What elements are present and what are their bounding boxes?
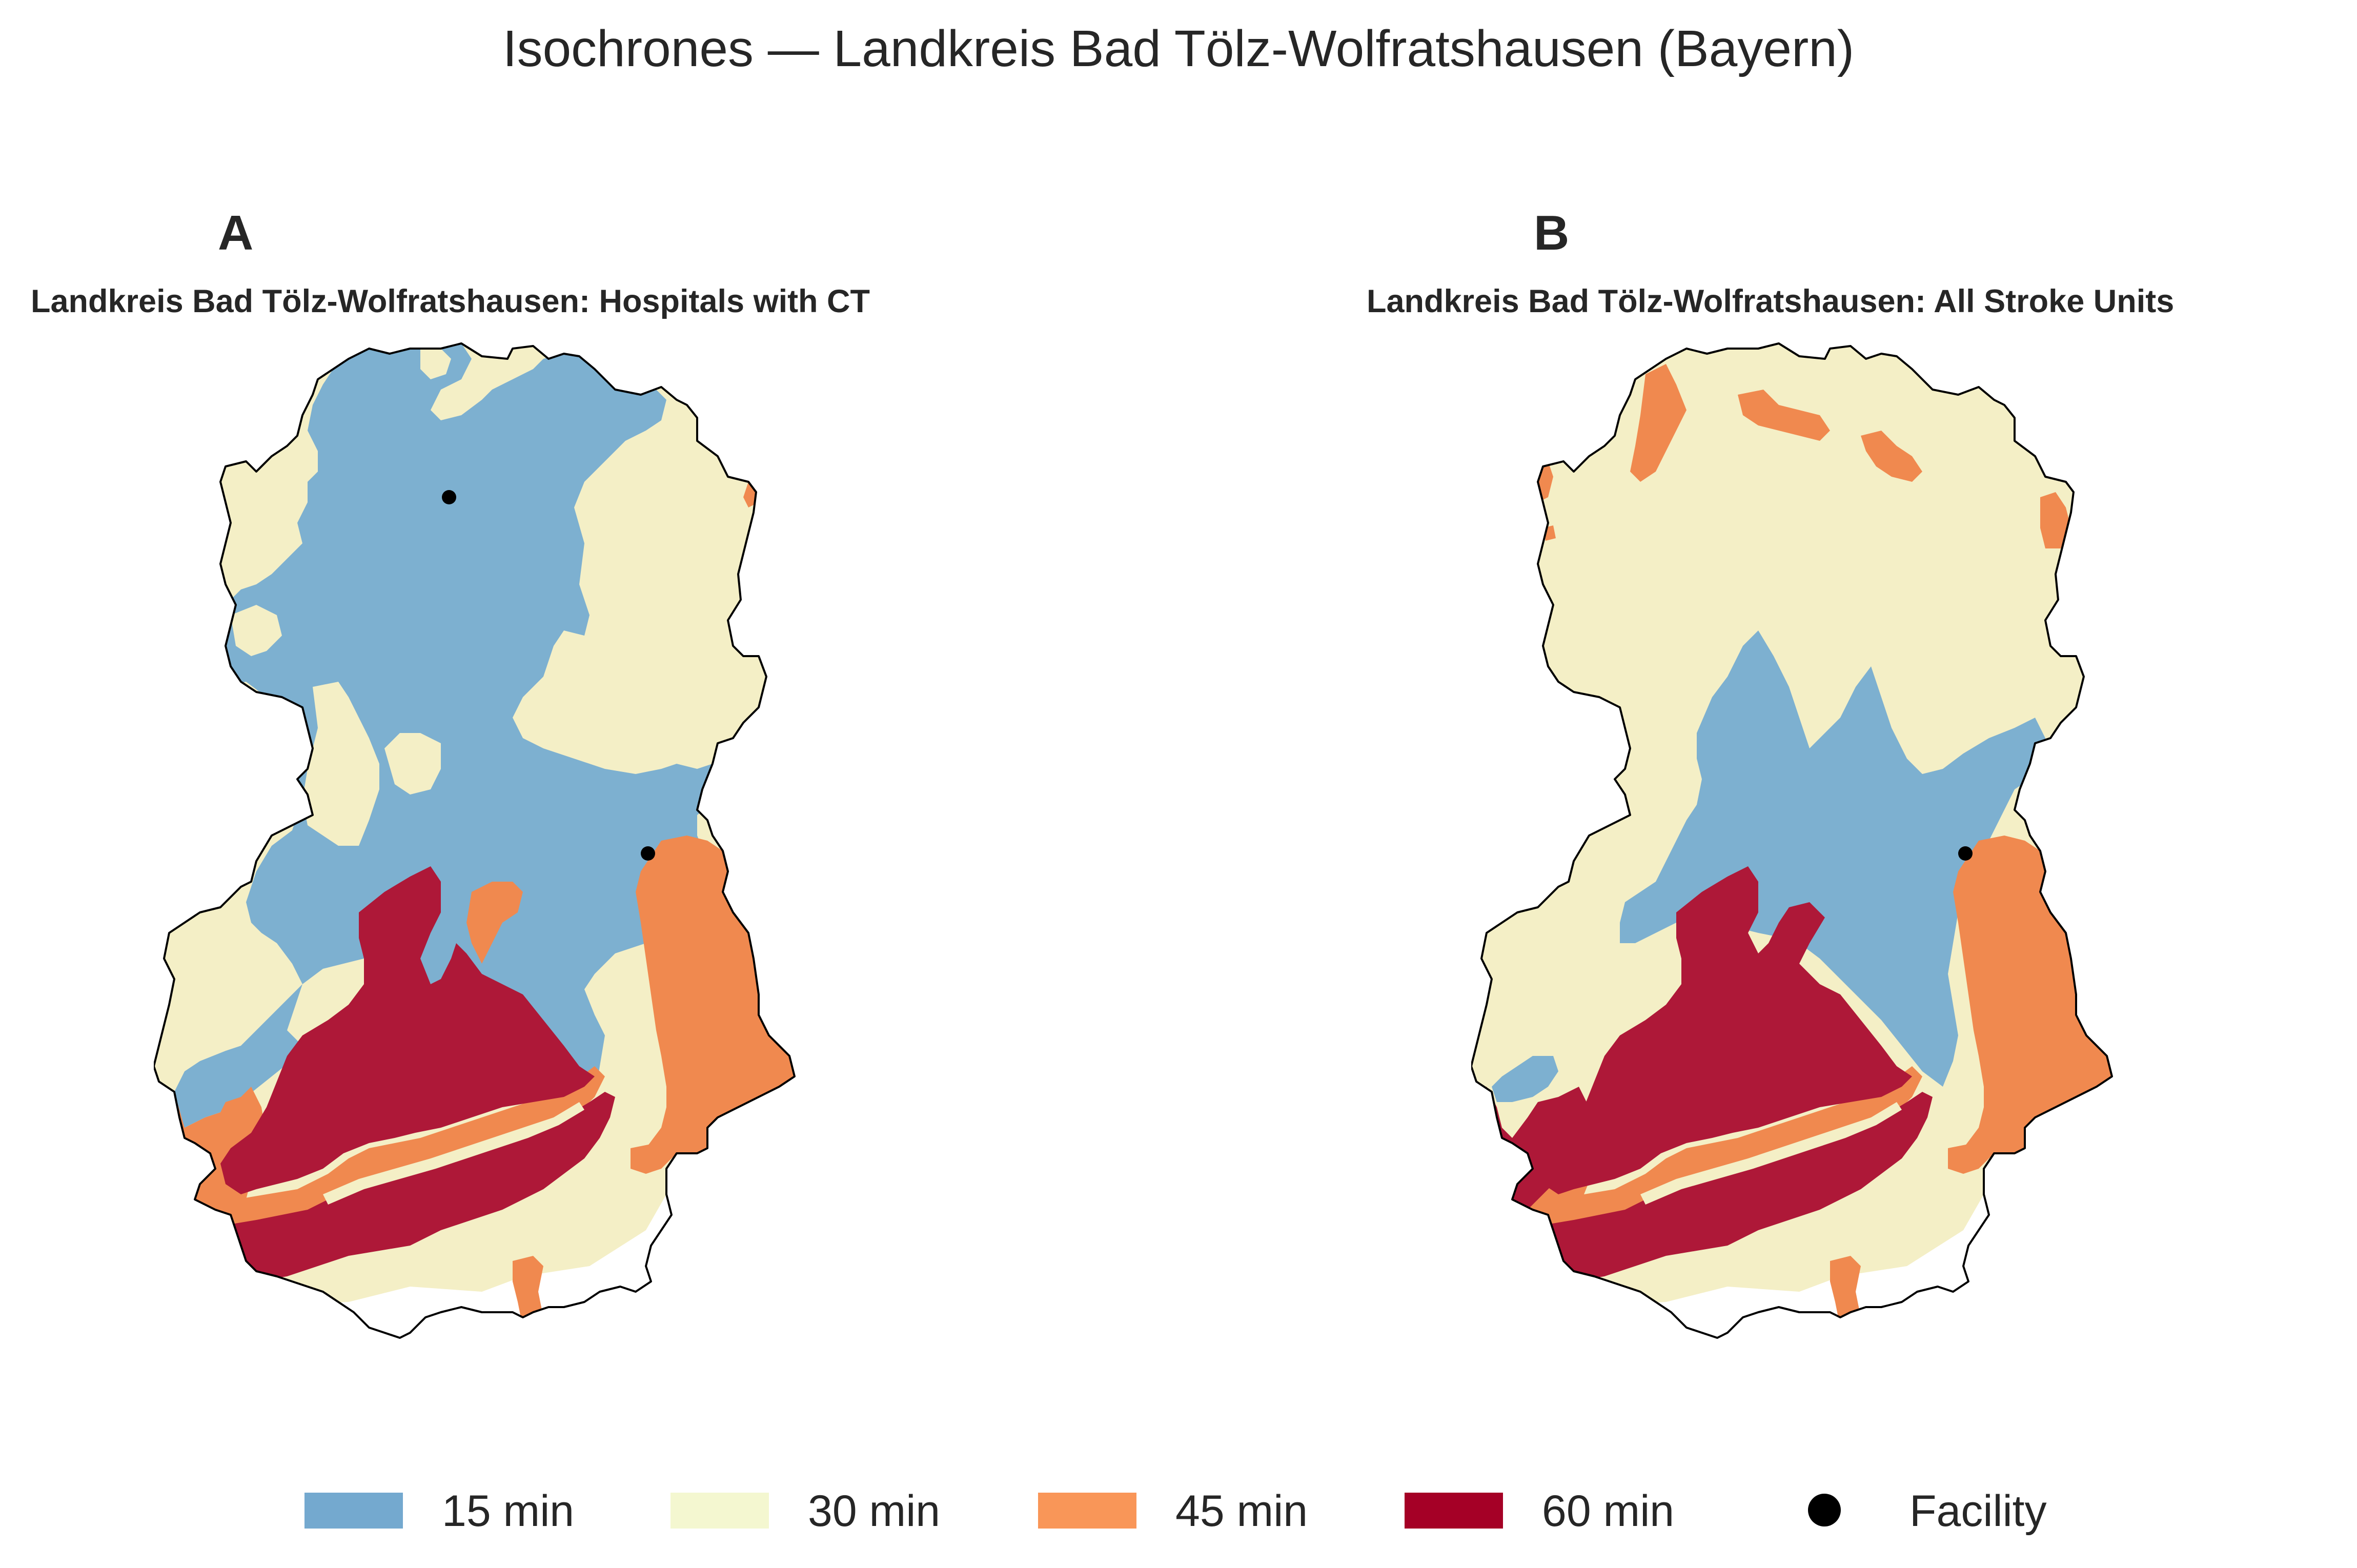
isochrone-30-lake-a <box>323 1102 584 1205</box>
legend-label-facility: Facility <box>1909 1486 2047 1536</box>
isochrone-45-north-3-b <box>1861 431 1922 482</box>
isochrone-30-hole-1-a <box>231 605 282 656</box>
legend-swatch-30-min <box>670 1493 769 1529</box>
panel-a-letter: A <box>218 206 254 260</box>
isochrone-45-north-2-b <box>1738 390 1830 441</box>
isochrone-60-central-b <box>1538 866 1912 1194</box>
isochrone-45-east-b <box>1953 836 2112 1169</box>
facility-marker-b-1 <box>1958 846 1973 861</box>
panel-b-title: Landkreis Bad Tölz-Wolfratshausen: All S… <box>1367 283 2175 319</box>
isochrone-45-east-a <box>636 836 795 1169</box>
figure-title: Isochrones — Landkreis Bad Tölz-Wolfrats… <box>502 20 1855 77</box>
facility-marker-a-1 <box>442 490 456 504</box>
district-outline-b <box>1471 342 2113 1339</box>
isochrone-15-west-b <box>1492 1056 1558 1102</box>
isochrone-15-north-a <box>174 343 723 1128</box>
isochrone-30-hole-4-a <box>384 733 441 795</box>
isochrone-45-southeast-tip-b <box>1948 1143 1984 1174</box>
isochrone-45-center-a <box>466 882 523 964</box>
district-outline-a <box>154 342 796 1339</box>
legend-swatch-60-min <box>1405 1493 1503 1529</box>
isochrone-30-hole-3-a <box>302 682 379 846</box>
facility-marker-a-2 <box>641 846 655 861</box>
legend-label-30-min: 30 min <box>808 1486 941 1536</box>
isochrone-45-north-4-b <box>2040 492 2071 548</box>
isochrone-30-west-a <box>154 918 241 1097</box>
legend-swatch-15-min <box>304 1493 403 1529</box>
map-panel-b <box>1471 342 2113 1339</box>
isochrone-60-central-a <box>220 866 595 1194</box>
isochrone-45-southeast-tip-a <box>631 1143 666 1174</box>
isochrone-45-north-1-b <box>1630 364 1687 482</box>
map-panel-a <box>154 342 796 1339</box>
panel-a-title: Landkreis Bad Tölz-Wolfratshausen: Hospi… <box>31 283 870 319</box>
legend-facility-dot-icon <box>1808 1494 1841 1526</box>
legend: 15 min 30 min 45 min 60 min Facility <box>0 1476 2357 1543</box>
legend-label-60-min: 60 min <box>1542 1486 1675 1536</box>
isochrone-30-lake-b <box>1640 1102 1902 1205</box>
legend-label-15-min: 15 min <box>442 1486 575 1536</box>
legend-swatch-45-min <box>1038 1493 1136 1529</box>
isochrone-15-central-b <box>1620 630 2045 1087</box>
isochrone-30-hole-6-a <box>420 349 451 379</box>
legend-label-45-min: 45 min <box>1175 1486 1308 1536</box>
panel-b-letter: B <box>1534 206 1570 260</box>
